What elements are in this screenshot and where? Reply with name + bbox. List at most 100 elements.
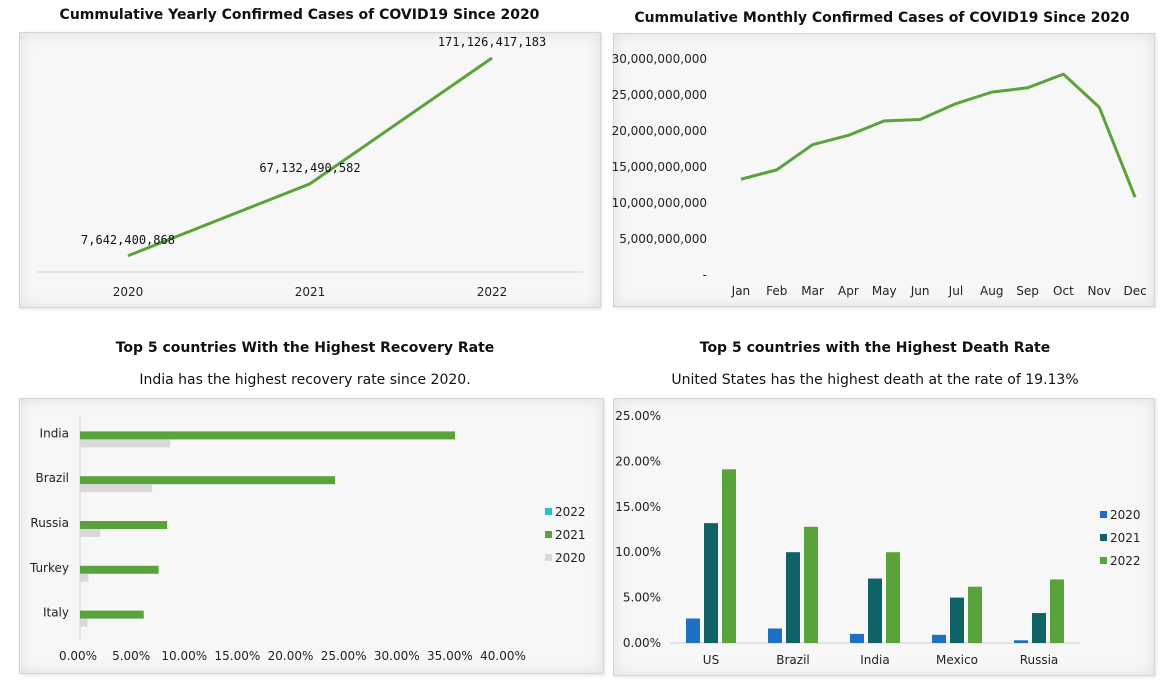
yearly-data-label: 67,132,490,582: [259, 161, 360, 175]
death-bar-2021: [704, 523, 718, 643]
recovery-category-label: India: [40, 426, 69, 440]
death-bar-2020: [768, 628, 782, 643]
recovery-legend-swatch: [545, 531, 552, 538]
death-legend-swatch: [1100, 534, 1107, 541]
death-category-label: Brazil: [776, 653, 810, 667]
death-bar-2021: [868, 578, 882, 643]
death-bar-2022: [968, 586, 982, 643]
recovery-legend-label: 2021: [555, 528, 586, 542]
recovery-category-label: Brazil: [36, 471, 70, 485]
recovery-bar-2020: [80, 484, 153, 493]
monthly-y-tick-label: 30,000,000,000: [612, 52, 707, 66]
recovery-x-tick-label: 25.00%: [321, 649, 367, 663]
monthly-y-tick-label: 20,000,000,000: [612, 124, 707, 138]
recovery-x-tick-label: 20.00%: [268, 649, 314, 663]
death-chart-title: Top 5 countries with the Highest Death R…: [699, 340, 1051, 356]
monthly-y-tick-label: -: [703, 268, 707, 282]
death-bar-2020: [686, 618, 700, 643]
yearly-x-tick-label: 2022: [477, 285, 508, 299]
monthly-x-tick-label: Jun: [910, 284, 930, 298]
recovery-x-tick-label: 30.00%: [374, 649, 420, 663]
recovery-category-label: Italy: [43, 606, 69, 620]
yearly-chart-panel: [19, 32, 601, 308]
death-bar-2022: [886, 552, 900, 643]
death-legend-swatch: [1100, 557, 1107, 564]
death-chart-panel: [613, 398, 1155, 676]
recovery-bar-2021: [80, 476, 335, 485]
recovery-category-label: Russia: [30, 516, 69, 530]
monthly-y-tick-label: 10,000,000,000: [612, 196, 707, 210]
monthly-x-tick-label: Dec: [1123, 284, 1146, 298]
monthly-series-line: [740, 72, 1137, 198]
monthly-y-tick-label: 25,000,000,000: [612, 88, 707, 102]
death-bar-2022: [804, 526, 818, 643]
death-legend-swatch: [1100, 511, 1107, 518]
recovery-x-tick-label: 40.00%: [480, 649, 526, 663]
recovery-bar-2021: [80, 521, 168, 529]
monthly-x-tick-label: Apr: [838, 284, 859, 298]
recovery-x-tick-label: 35.00%: [427, 649, 473, 663]
recovery-bar-2021: [80, 431, 456, 440]
recovery-bar-2021: [80, 610, 144, 619]
recovery-x-tick-label: 0.00%: [59, 649, 97, 663]
death-y-tick-label: 20.00%: [615, 454, 661, 468]
death-bar-2021: [1032, 613, 1046, 643]
death-y-tick-label: 25.00%: [615, 409, 661, 423]
monthly-x-tick-label: Jul: [948, 284, 963, 298]
monthly-x-tick-label: Sep: [1016, 284, 1039, 298]
monthly-x-tick-label: May: [872, 284, 897, 298]
recovery-legend-swatch: [545, 508, 552, 515]
death-category-label: Russia: [1020, 653, 1059, 667]
death-legend-label: 2020: [1110, 508, 1141, 522]
yearly-chart-title: Cummulative Yearly Confirmed Cases of CO…: [59, 7, 540, 23]
monthly-x-tick-label: Oct: [1053, 284, 1074, 298]
monthly-x-tick-label: Mar: [801, 284, 824, 298]
monthly-y-tick-label: 5,000,000,000: [619, 232, 707, 246]
monthly-chart-title: Cummulative Monthly Confirmed Cases of C…: [634, 10, 1130, 26]
monthly-y-tick-label: 15,000,000,000: [612, 160, 707, 174]
death-y-tick-label: 5.00%: [623, 591, 661, 605]
recovery-bar-2020: [80, 618, 88, 627]
recovery-bar-2020: [80, 529, 101, 537]
death-y-tick-label: 10.00%: [615, 545, 661, 559]
death-bar-2022: [722, 469, 736, 643]
recovery-x-tick-label: 15.00%: [214, 649, 260, 663]
death-bar-2021: [950, 597, 964, 643]
death-y-tick-label: 15.00%: [615, 500, 661, 514]
recovery-x-tick-label: 5.00%: [112, 649, 150, 663]
yearly-data-label: 171,126,417,183: [438, 35, 546, 49]
death-category-label: Mexico: [936, 653, 978, 667]
yearly-series-line: [127, 56, 493, 258]
death-legend-label: 2022: [1110, 554, 1141, 568]
recovery-legend-label: 2022: [555, 505, 586, 519]
death-category-label: US: [703, 653, 719, 667]
monthly-x-tick-label: Aug: [980, 284, 1003, 298]
death-bar-2020: [1014, 640, 1028, 643]
recovery-bar-2020: [80, 439, 171, 448]
death-bar-2020: [932, 634, 946, 643]
death-bar-2021: [786, 552, 800, 643]
recovery-bar-2020: [80, 573, 89, 582]
death-bar-2020: [850, 633, 864, 643]
recovery-category-label: Turkey: [29, 561, 69, 575]
recovery-x-tick-label: 10.00%: [161, 649, 207, 663]
yearly-x-tick-label: 2020: [113, 285, 144, 299]
death-legend-label: 2021: [1110, 531, 1141, 545]
yearly-x-tick-label: 2021: [295, 285, 326, 299]
recovery-legend-swatch: [545, 554, 552, 561]
monthly-chart-panel: [613, 33, 1155, 307]
monthly-x-tick-label: Nov: [1088, 284, 1111, 298]
death-category-label: India: [860, 653, 889, 667]
yearly-data-label: 7,642,400,868: [81, 233, 175, 247]
recovery-chart-title: Top 5 countries With the Highest Recover…: [115, 340, 495, 356]
recovery-bar-2021: [80, 565, 159, 574]
recovery-chart-subtitle: India has the highest recovery rate sinc…: [139, 372, 471, 388]
recovery-legend-label: 2020: [555, 551, 586, 565]
monthly-x-tick-label: Feb: [766, 284, 787, 298]
death-bar-2022: [1050, 579, 1064, 643]
death-chart-subtitle: United States has the highest death at t…: [671, 372, 1079, 388]
